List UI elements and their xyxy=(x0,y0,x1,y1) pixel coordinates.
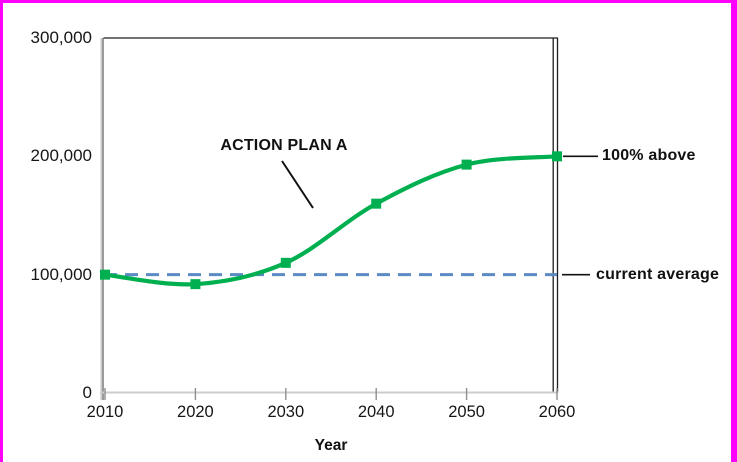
annotation-action-plan-a: ACTION PLAN A xyxy=(220,137,348,154)
x-tick-label: 2060 xyxy=(538,403,576,421)
x-axis-title: Year xyxy=(314,437,348,454)
series-marker-square xyxy=(280,257,291,268)
y-tick-label: 300,000 xyxy=(30,28,92,47)
annotation-current-average: current average xyxy=(596,265,720,283)
series-marker-square xyxy=(371,198,382,209)
annotation-100-above: 100% above xyxy=(602,147,696,165)
series-marker-square xyxy=(461,159,472,170)
y-tick-label: 100,000 xyxy=(30,264,92,284)
series-marker-square xyxy=(100,269,110,280)
frame-border-right xyxy=(731,0,737,462)
frame-border-left xyxy=(0,0,3,462)
y-tick-label: 0 xyxy=(82,383,92,402)
y-tick-label: 200,000 xyxy=(30,146,92,166)
action-plan-leader-line xyxy=(281,160,314,209)
series-line-action-plan-a xyxy=(102,154,560,287)
frame-border-top xyxy=(0,0,737,3)
series-marker-square xyxy=(190,279,201,290)
x-tick-label: 2010 xyxy=(86,403,124,421)
x-tick-label: 2050 xyxy=(448,403,485,421)
x-tick-label: 2030 xyxy=(267,403,305,421)
series-marker-square xyxy=(552,151,562,162)
x-tick-label: 2040 xyxy=(357,403,395,421)
x-tick-label: 2020 xyxy=(177,403,214,421)
